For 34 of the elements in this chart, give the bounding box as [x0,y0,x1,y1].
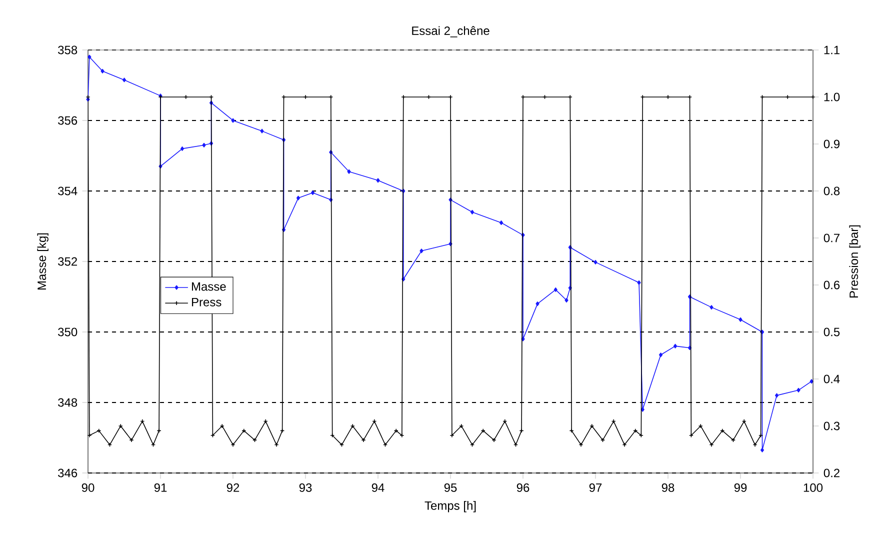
y-tick-label: 358 [58,46,78,54]
y-tick-label: 346 [58,468,78,478]
x-tick-label: 100 [804,483,823,492]
y-tick-label: 348 [58,398,78,407]
y2-tick-label: 0.7 [824,234,840,242]
x-tick-label: 90 [82,483,94,492]
y-tick-label: 354 [58,186,78,196]
legend-label: Masse [192,282,226,291]
y2-tick-label: 0.9 [824,140,840,148]
y2-tick-label: 0.4 [824,374,840,384]
y2-tick-label: 1.0 [824,92,840,102]
x-tick-label: 99 [734,483,747,492]
x-tick-label: 92 [226,483,240,492]
x-tick-label: 91 [154,483,167,492]
y2-tick-label: 0.3 [824,422,840,430]
y-axis-title: Masse [kg] [37,233,48,290]
y2-axis-title: Pression [bar] [849,225,860,298]
y2-tick-label: 1.1 [824,46,840,54]
y2-tick-label: 0.6 [824,280,840,290]
x-tick-label: 98 [662,483,674,492]
y2-tick-label: 0.2 [824,468,840,478]
y-tick-label: 352 [58,257,77,266]
chart-title: Essai 2_chêne [412,26,490,38]
legend-label: Press [192,298,222,306]
x-tick-label: 94 [372,483,384,492]
x-tick-label: 93 [299,483,312,492]
y2-tick-label: 0.5 [824,328,840,336]
y2-tick-label: 0.8 [824,186,840,196]
y-tick-label: 350 [58,328,78,336]
y-tick-label: 356 [58,116,78,125]
x-axis-title: Temps [h] [424,501,476,512]
x-tick-label: 97 [589,483,602,492]
x-tick-label: 96 [516,483,530,492]
x-tick-label: 95 [444,483,457,492]
